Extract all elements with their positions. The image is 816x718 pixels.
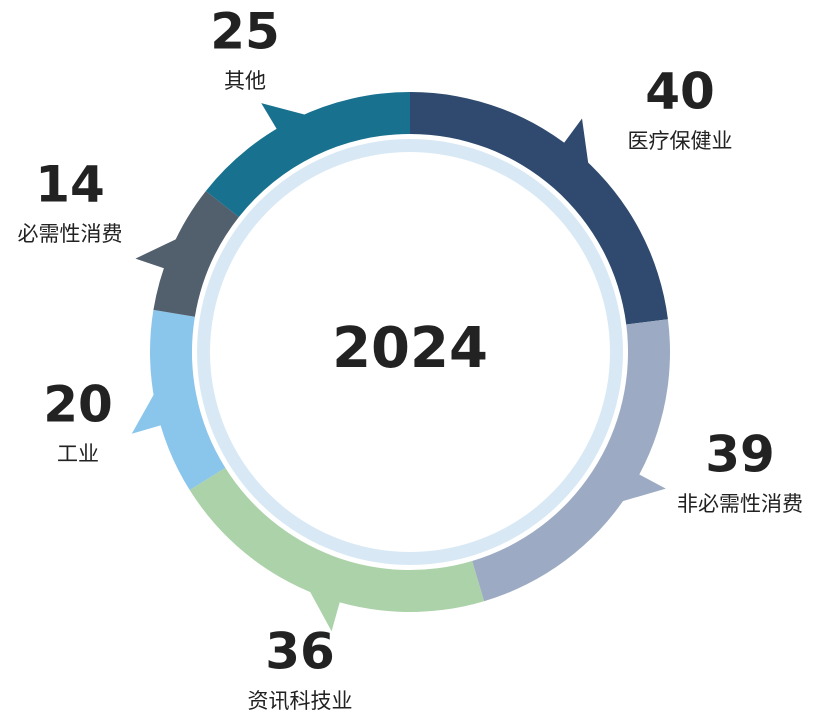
donut-segment: [153, 190, 239, 317]
value-label: 39: [705, 426, 775, 484]
segment-pointer: [131, 389, 165, 434]
segment-pointer: [261, 103, 311, 133]
value-label: 20: [43, 376, 113, 434]
donut-segment: [189, 467, 485, 613]
category-label: 非必需性消费: [677, 492, 803, 516]
category-label: 医疗保健业: [628, 129, 733, 153]
value-label: 36: [265, 623, 335, 681]
category-label: 必需性消费: [18, 222, 123, 246]
category-label: 工业: [57, 442, 99, 466]
segment-pointer: [561, 118, 590, 170]
category-label: 其他: [224, 69, 266, 93]
category-label: 资讯科技业: [248, 689, 353, 713]
segment-pointer: [307, 586, 341, 632]
segment-pointer: [616, 472, 666, 503]
value-label: 14: [35, 156, 105, 214]
donut-segment: [410, 92, 668, 325]
segment-pointer: [135, 236, 182, 270]
inner-disc: [210, 152, 610, 552]
chart-title: 2024: [332, 316, 488, 381]
donut-segment: [150, 309, 226, 491]
donut-segment: [472, 319, 670, 602]
donut-segment: [205, 92, 410, 217]
value-label: 25: [210, 3, 280, 61]
value-label: 40: [645, 63, 715, 121]
